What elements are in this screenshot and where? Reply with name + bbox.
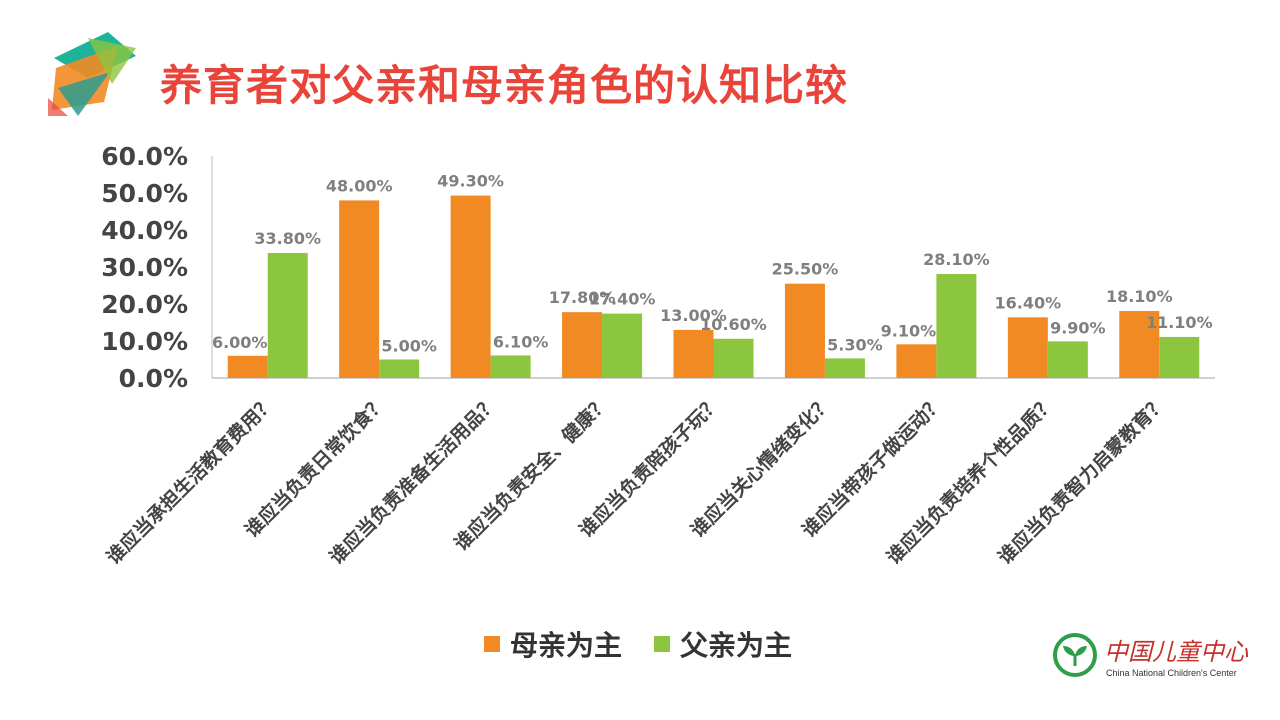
legend-item-mother: 母亲为主	[484, 624, 622, 664]
data-label-mother: 13.00%	[660, 306, 727, 325]
y-tick-label: 10.0%	[101, 327, 188, 356]
bar-father	[1047, 341, 1088, 378]
y-tick-label: 40.0%	[101, 216, 188, 245]
bars	[227, 195, 1200, 378]
data-labels: 6.00%33.80%48.00%5.00%49.30%6.10%17.80%1…	[212, 172, 1213, 356]
page-title: 养育者对父亲和母亲角色的认知比较	[160, 61, 849, 110]
legend: 母亲为主 父亲为主	[484, 624, 824, 664]
bar-mother	[1119, 311, 1160, 378]
y-tick-label: 50.0%	[101, 179, 188, 208]
bar-father	[267, 252, 308, 378]
bar-father	[490, 355, 531, 378]
bar-father	[713, 338, 754, 378]
data-label-mother: 6.00%	[212, 333, 268, 352]
legend-label-father: 父亲为主	[680, 629, 793, 662]
data-label-father: 5.00%	[381, 337, 437, 356]
data-label-father: 10.60%	[700, 315, 767, 334]
legend-swatch-mother	[484, 636, 500, 652]
data-label-father: 6.10%	[493, 332, 549, 351]
bar-mother	[339, 200, 380, 378]
decorative-logo-shape	[48, 32, 136, 116]
bar-father	[824, 358, 865, 378]
data-label-mother: 25.50%	[772, 260, 839, 279]
bar-mother	[227, 355, 268, 378]
y-tick-label: 20.0%	[101, 290, 188, 319]
data-label-father: 9.90%	[1050, 318, 1106, 337]
bar-mother	[1007, 317, 1048, 378]
bar-mother	[562, 312, 603, 378]
data-label-father: 17.40%	[589, 290, 656, 309]
data-label-mother: 18.10%	[1106, 287, 1173, 306]
data-label-father: 5.30%	[827, 335, 883, 354]
data-label-mother: 17.80%	[549, 288, 616, 307]
bar-mother	[450, 195, 491, 378]
data-label-mother: 16.40%	[995, 293, 1062, 312]
y-tick-label: 0.0%	[119, 364, 188, 393]
data-label-mother: 9.10%	[881, 321, 937, 340]
bar-mother	[784, 283, 825, 378]
x-axis-labels: 谁应当承担生活教育费用？谁应当负责日常饮食？谁应当负责准备生活用品？谁应当负责安…	[102, 391, 1171, 568]
center-logo-en: China National Children's Center	[1106, 668, 1237, 678]
data-label-mother: 48.00%	[326, 176, 393, 195]
center-logo-cn: 中国儿童中心	[1104, 638, 1248, 666]
bar-mother	[896, 344, 937, 378]
data-label-mother: 49.30%	[437, 172, 504, 191]
sprout-logo-icon	[1053, 633, 1097, 677]
x-category-label: 谁应当承担生活教育费用？	[102, 391, 279, 568]
center-logo: 中国儿童中心 China National Children's Center	[1052, 630, 1248, 690]
bar-father	[602, 313, 643, 378]
y-axis-ticks: 0.0% 10.0% 20.0% 30.0% 40.0% 50.0% 60.0%	[101, 142, 188, 393]
data-label-father: 11.10%	[1146, 313, 1213, 332]
bar-father	[936, 274, 977, 378]
data-label-father: 28.10%	[923, 250, 990, 269]
bar-father	[1159, 336, 1200, 378]
bar-father	[379, 359, 420, 378]
data-label-father: 33.80%	[254, 229, 321, 248]
y-tick-label: 60.0%	[101, 142, 188, 171]
bar-mother	[673, 329, 714, 378]
legend-swatch-father	[654, 636, 671, 652]
y-tick-label: 30.0%	[101, 253, 188, 282]
legend-label-mother: 母亲为主	[510, 629, 623, 662]
legend-item-father: 父亲为主	[654, 624, 792, 664]
